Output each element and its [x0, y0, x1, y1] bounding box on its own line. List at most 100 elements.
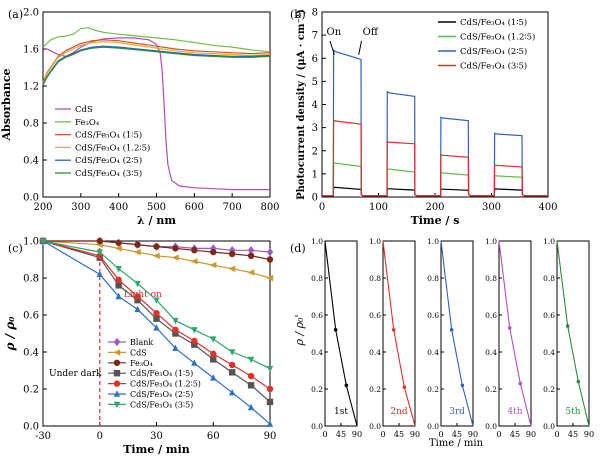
- y-tick-label: 0.2: [311, 385, 323, 394]
- data-point: [266, 274, 274, 282]
- data-point: [153, 297, 160, 304]
- x-tick-label: 30: [150, 431, 163, 442]
- series-line: [556, 240, 590, 427]
- data-point: [228, 265, 236, 272]
- data-point: [247, 372, 255, 380]
- y-tick-label: 1.0: [23, 237, 39, 248]
- y-tick-label: 1.0: [369, 237, 381, 246]
- x-axis-label: Time / min: [123, 443, 190, 456]
- y-tick-label: 0.6: [485, 311, 497, 320]
- y-axis-label: Absorbance: [0, 68, 13, 141]
- y-axis-label: ρ / ρ₀': [293, 314, 306, 346]
- data-point: [133, 248, 141, 256]
- panel-label: (c): [8, 242, 23, 255]
- annotation-under-dark: Under dark: [49, 369, 102, 379]
- data-point: [113, 370, 121, 377]
- x-tick-label: 90: [264, 431, 277, 442]
- y-tick-label: 1.0: [485, 237, 497, 246]
- series-line: [42, 46, 271, 86]
- x-tick-label: 45: [394, 430, 404, 439]
- legend-label: CdS/Fe₃O₄ (2∶5): [460, 46, 527, 57]
- data-point: [228, 250, 236, 258]
- data-point: [210, 350, 217, 358]
- y-tick-label: 0.6: [427, 311, 439, 320]
- y-tick-label: 0.4: [427, 348, 439, 357]
- data-point: [209, 261, 217, 269]
- legend-label: CdS/Fe₃O₄ (3∶5): [75, 168, 142, 179]
- data-point: [210, 374, 217, 381]
- x-tick-label: 90: [410, 430, 420, 439]
- series-line: [42, 39, 271, 83]
- data-point: [191, 327, 198, 334]
- series-line: [324, 240, 358, 427]
- series-line: [322, 162, 548, 197]
- data-point: [190, 258, 198, 265]
- annotation-off: Off: [363, 27, 379, 38]
- y-tick-label: 0.0: [543, 422, 555, 431]
- plot-frame: [440, 240, 474, 427]
- y-tick-label: 1: [312, 169, 318, 180]
- y-tick-label: 2: [312, 146, 318, 157]
- series-line: [440, 240, 474, 427]
- legend-label: Fe₃O₄: [75, 118, 100, 128]
- data-point: [113, 337, 121, 347]
- y-tick-label: 1.0: [543, 237, 555, 246]
- x-tick-label: 90: [468, 430, 478, 439]
- data-point: [115, 292, 122, 300]
- x-tick-label: 0: [438, 430, 443, 439]
- x-tick-label: 200: [425, 202, 444, 213]
- y-tick-label: 1.0: [311, 237, 323, 246]
- y-tick-label: 2.0: [23, 8, 39, 19]
- legend-label: Blank: [130, 338, 153, 347]
- x-tick-label: 0: [319, 202, 325, 213]
- series-line: [42, 27, 271, 53]
- y-tick-label: 0.8: [311, 274, 323, 283]
- data-point: [191, 247, 198, 254]
- data-point: [565, 324, 570, 328]
- y-tick-label: 0.0: [369, 422, 381, 431]
- x-tick-label: 400: [109, 202, 128, 213]
- legend-label: CdS/Fe₃O₄ (2∶5): [75, 155, 142, 166]
- x-tick-label: 45: [336, 430, 346, 439]
- data-point: [115, 282, 122, 289]
- data-point: [172, 245, 179, 252]
- panel-a-absorbance-chart: 200 300 400 500 600 700 800 0.0 0.4 0.8 1.2 1.6 2.0(…: [0, 8, 280, 228]
- data-point: [507, 326, 512, 330]
- x-tick-label: 0: [380, 430, 385, 439]
- x-tick-label: 400: [538, 202, 557, 213]
- x-tick-label: 45: [568, 430, 578, 439]
- y-tick-label: 3: [312, 123, 318, 134]
- x-tick-label: -30: [35, 431, 51, 442]
- data-point: [391, 328, 396, 332]
- panel-label: (a): [8, 8, 23, 21]
- x-tick-label: 700: [223, 202, 242, 213]
- x-tick-label: 0: [496, 430, 501, 439]
- data-point: [114, 245, 122, 252]
- y-tick-label: 1.2: [23, 82, 39, 93]
- legend-label: CdS/Fe₃O₄ (3∶5): [130, 400, 193, 409]
- x-tick-label: 300: [482, 202, 501, 213]
- x-tick-label: 90: [526, 430, 536, 439]
- legend-label: CdS/Fe₃O₄ (1∶5): [460, 17, 527, 28]
- y-tick-label: 0.4: [543, 348, 555, 357]
- data-point: [153, 243, 160, 250]
- data-point: [152, 252, 160, 259]
- y-tick-label: 0.2: [23, 385, 39, 396]
- y-tick-label: 0.8: [23, 274, 39, 285]
- data-point: [266, 385, 274, 393]
- data-point: [247, 252, 255, 259]
- x-tick-label: 90: [352, 430, 362, 439]
- x-tick-label: 45: [510, 430, 520, 439]
- panel-label: (d): [290, 242, 306, 255]
- panel-d-cycling-chart: (d) Time / min ρ / ρ₀' 0 45 90 0.0 0.2 0.4 0.6 0.8…: [290, 237, 594, 449]
- cycle-label: 1st: [334, 407, 348, 417]
- legend-label: Fe₃O₄: [130, 359, 153, 368]
- series-line: [322, 119, 548, 197]
- cycle-label: 4th: [507, 407, 522, 417]
- data-point: [266, 398, 274, 406]
- data-point: [115, 266, 122, 273]
- y-axis-label: ρ / ρ₀: [3, 316, 17, 352]
- y-tick-label: 0.4: [485, 348, 497, 357]
- y-tick-label: 0.0: [23, 193, 39, 204]
